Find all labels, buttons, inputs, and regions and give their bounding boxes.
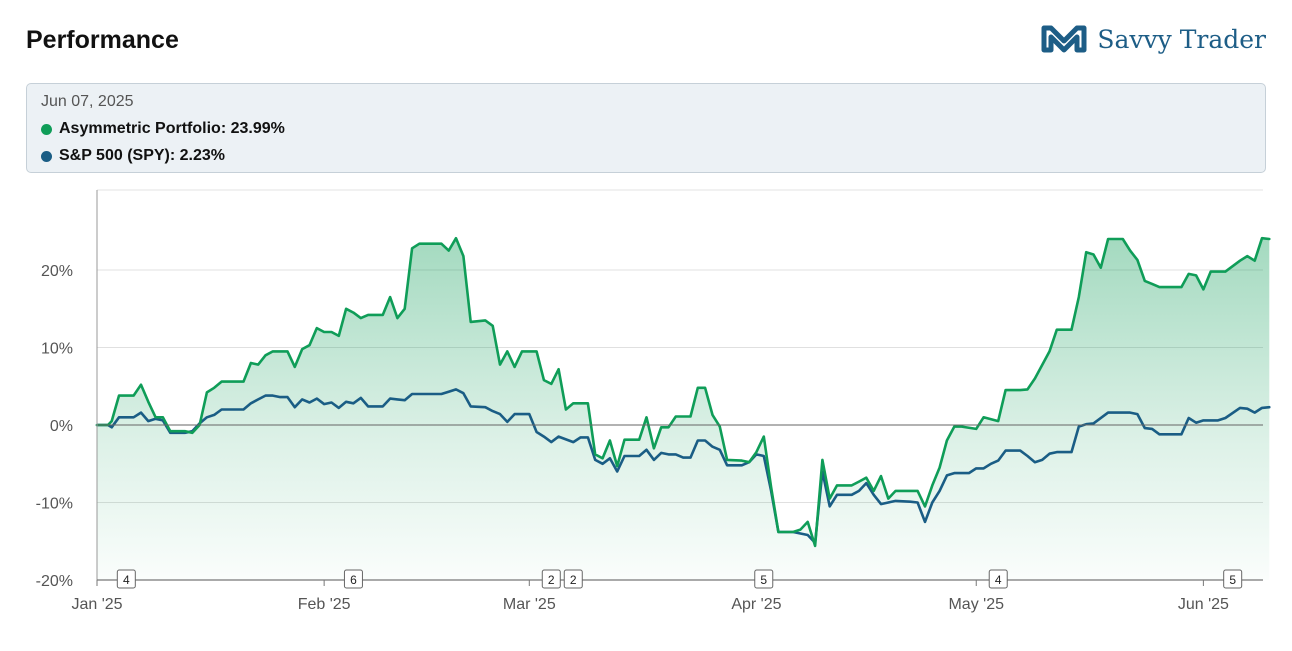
event-flag xyxy=(563,569,583,589)
x-tick-label: Jun '25 xyxy=(1178,596,1229,613)
portfolio-line xyxy=(95,236,1271,548)
spy-legend-dot xyxy=(41,150,52,162)
event-flag xyxy=(1223,569,1243,589)
x-tick-label: May '25 xyxy=(948,596,1004,613)
series-lines xyxy=(95,236,1271,548)
event-flag xyxy=(343,569,363,589)
area-layer xyxy=(97,238,1270,580)
axes xyxy=(96,190,1263,586)
chart-tooltip: Jun 07, 2025 Asymmetric Portfolio: 23.99… xyxy=(26,83,1266,173)
y-tick-label: -20% xyxy=(36,573,73,590)
event-flag-count: 2 xyxy=(570,573,577,587)
y-tick-label: 0% xyxy=(50,418,73,435)
savvy-trader-logo-icon xyxy=(1041,25,1087,53)
x-tick-label: Feb '25 xyxy=(298,596,351,613)
portfolio-area xyxy=(97,238,1270,580)
event-flag xyxy=(754,569,774,589)
x-tick-label: Jan '25 xyxy=(71,596,122,613)
event-flag xyxy=(988,569,1008,589)
event-flag-count: 5 xyxy=(760,573,767,587)
brand-logo[interactable]: Savvy Trader xyxy=(1041,24,1266,54)
event-flag-count: 2 xyxy=(548,573,555,587)
tooltip-row-portfolio: Asymmetric Portfolio: 23.99% xyxy=(41,120,285,138)
brand-name: Savvy Trader xyxy=(1097,24,1266,54)
y-tick-label: -10% xyxy=(36,496,73,513)
event-flag-count: 4 xyxy=(995,573,1002,587)
event-flag-count: 5 xyxy=(1229,573,1236,587)
tooltip-spy-label: S&P 500 (SPY): 2.23% xyxy=(59,147,226,164)
event-flag-count: 4 xyxy=(123,573,130,587)
performance-chart[interactable]: 4 6 2 2 5 4 5 20% 10% 0% -10% -20% Jan '25 Feb '25 Ma… xyxy=(0,180,1292,651)
x-tick-label: Apr '25 xyxy=(731,596,781,613)
event-flag xyxy=(541,569,561,589)
spy-line xyxy=(95,388,1271,545)
tooltip-date: Jun 07, 2025 xyxy=(41,93,134,110)
tick-labels: 20% 10% 0% -10% -20% Jan '25 Feb '25 Mar '25 Apr… xyxy=(36,263,1229,613)
x-tick-label: Mar '25 xyxy=(503,596,556,613)
event-flag xyxy=(116,569,136,589)
y-tick-label: 20% xyxy=(41,263,73,280)
tooltip-portfolio-label: Asymmetric Portfolio: 23.99% xyxy=(59,120,285,137)
portfolio-legend-dot xyxy=(41,123,52,135)
event-flag-count: 6 xyxy=(350,573,357,587)
page-title: Performance xyxy=(26,26,179,54)
tooltip-row-spy: S&P 500 (SPY): 2.23% xyxy=(41,147,225,165)
y-tick-label: 10% xyxy=(41,341,73,358)
event-flags: 4 6 2 2 5 4 5 xyxy=(116,569,1243,589)
